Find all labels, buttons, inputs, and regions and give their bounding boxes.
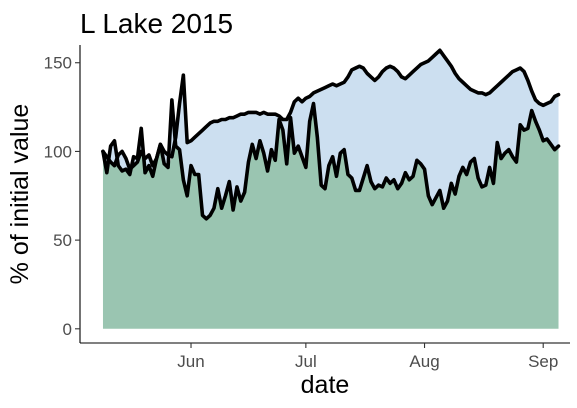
x-axis-title: date [301,371,350,399]
y-tick-label: 50 [53,231,72,250]
y-tick-label: 150 [44,54,72,73]
chart-title: L Lake 2015 [80,8,233,39]
x-tick-label: Jun [177,352,204,371]
lower-series-line [101,98,561,221]
plot-area [101,48,561,329]
lower-area [102,103,559,329]
y-tick-label: 100 [44,142,72,161]
x-tick-label: Sep [528,352,558,371]
y-axis-ticks: 0 50 100 150 [44,54,80,339]
x-tick-label: Aug [409,352,439,371]
y-tick-label: 0 [63,320,72,339]
y-axis-title: % of initial value [6,104,34,285]
x-tick-label: Jul [295,352,317,371]
x-axis-ticks: Jun Jul Aug Sep [177,343,558,371]
upper-series-line [101,48,561,171]
upper-band-area [102,50,559,219]
